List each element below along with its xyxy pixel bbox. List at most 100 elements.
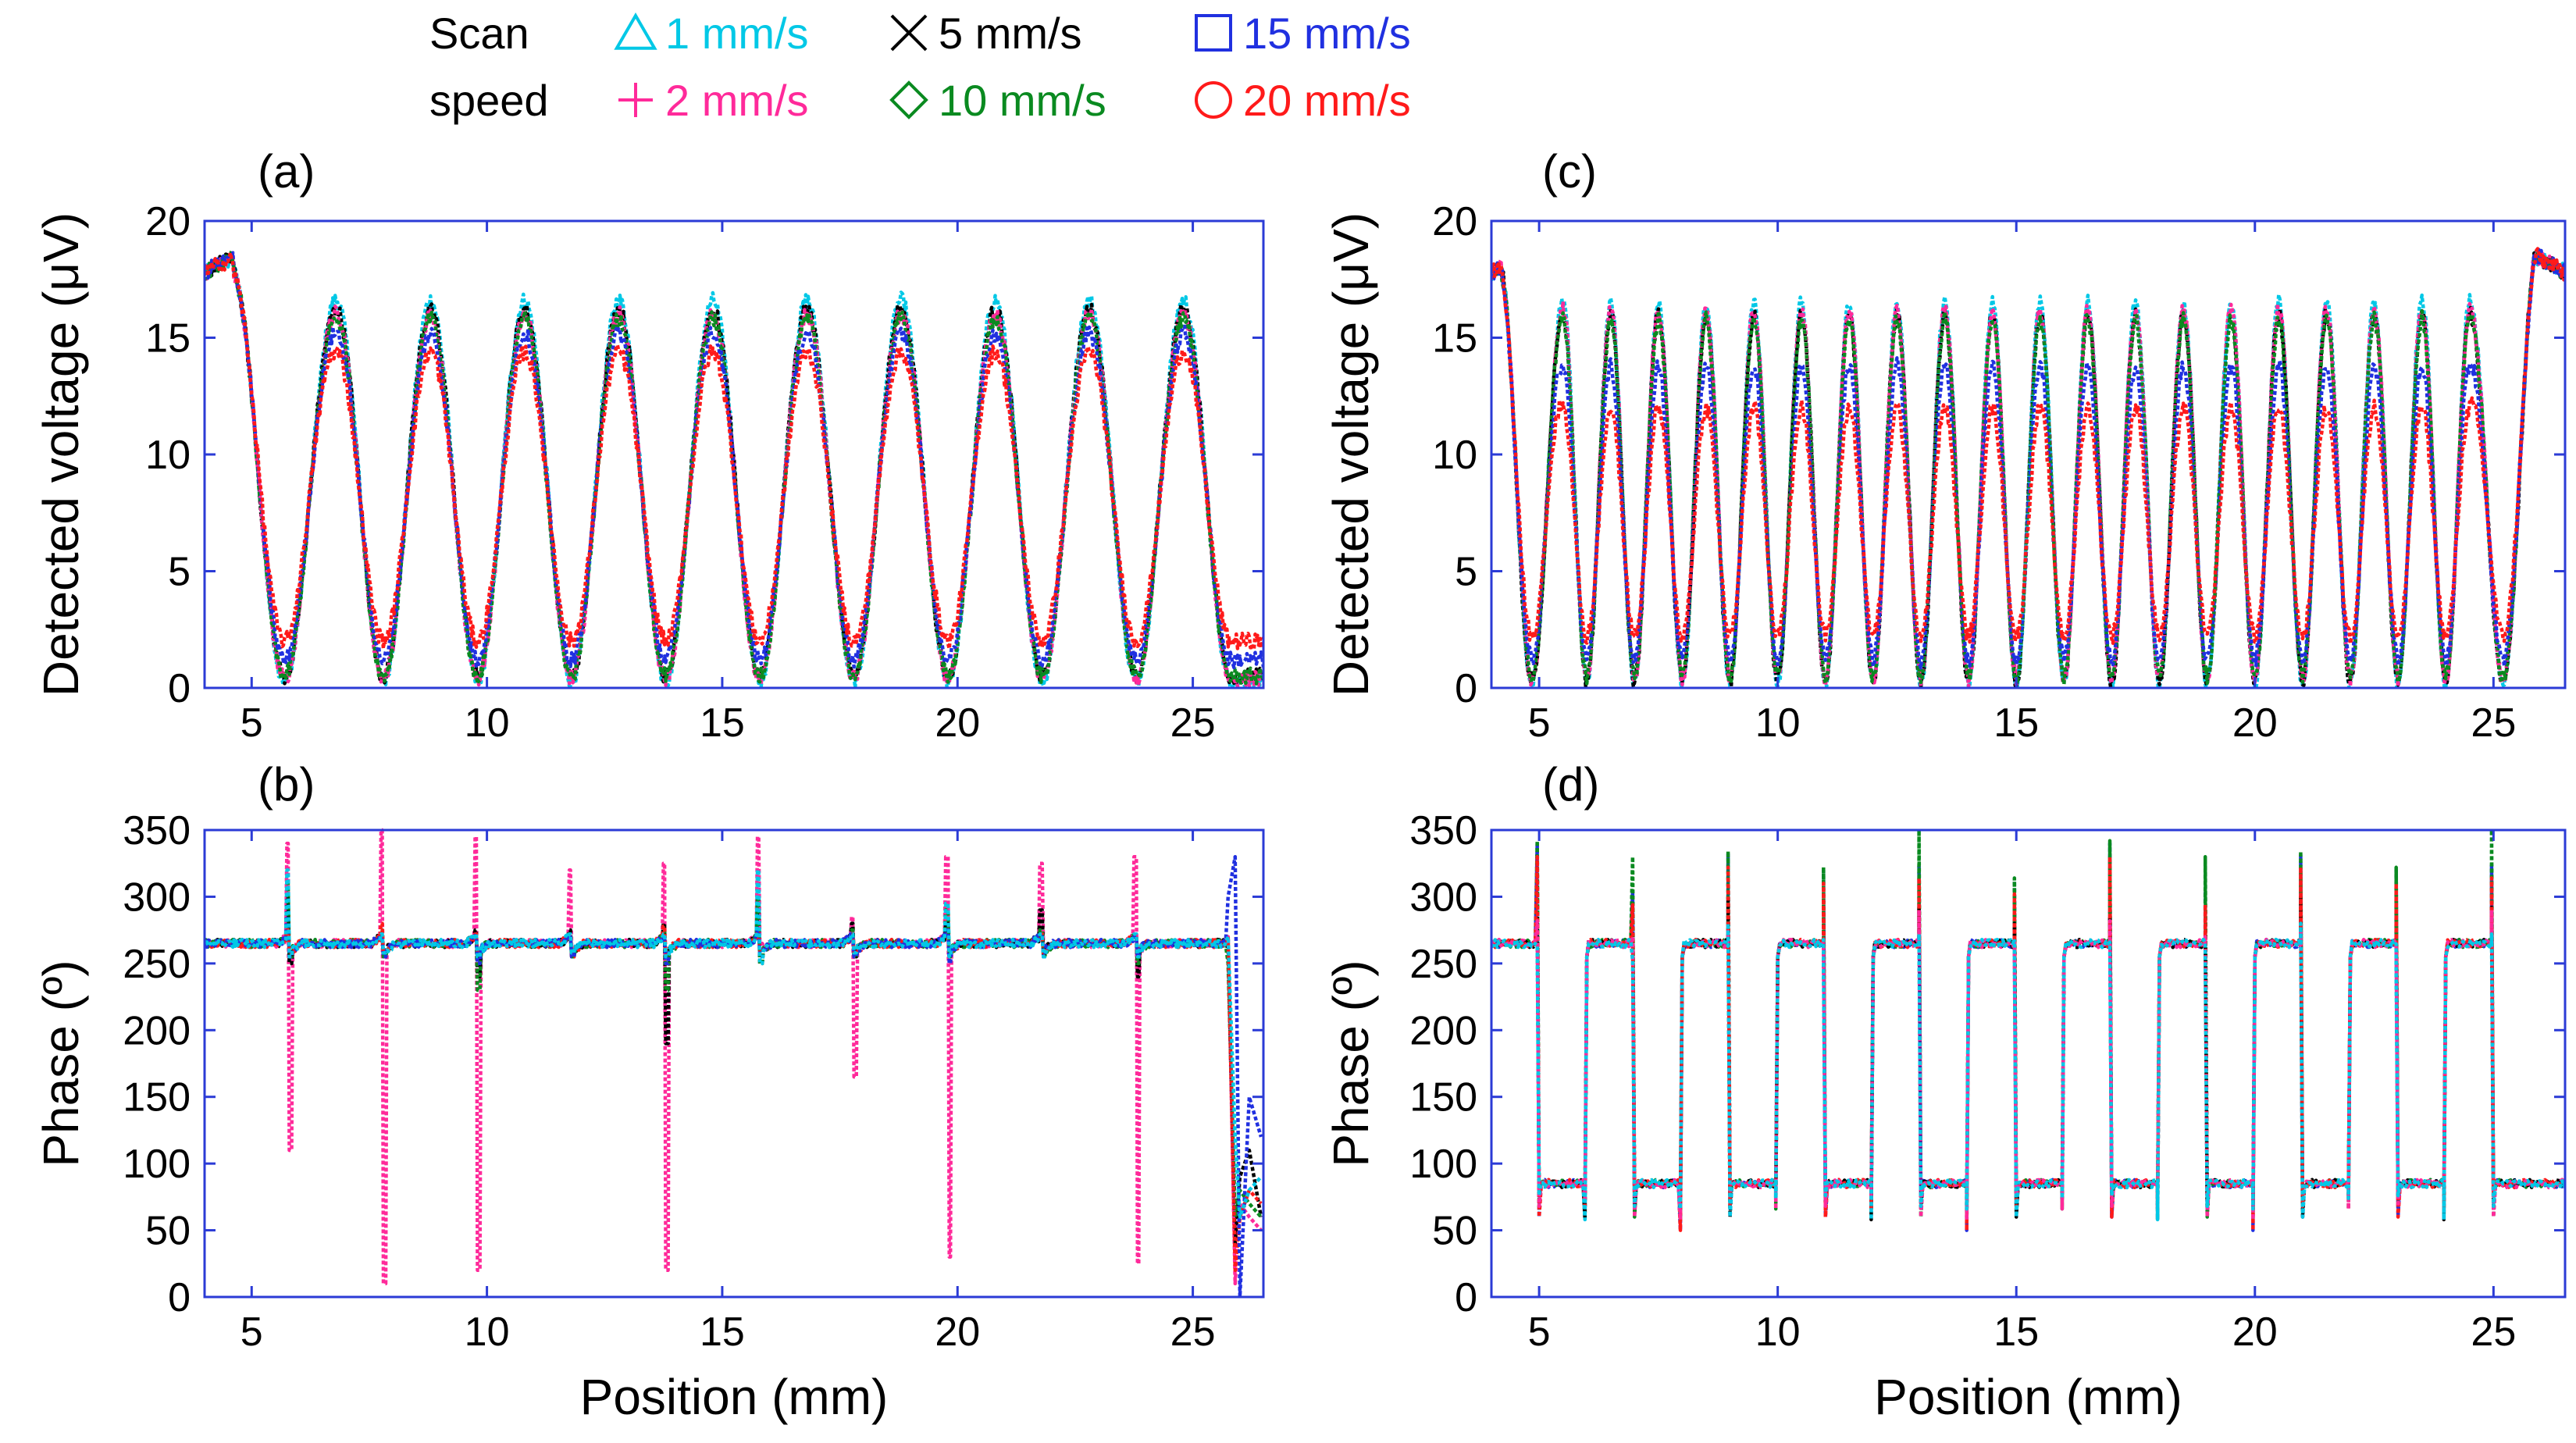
series-line xyxy=(205,895,1263,1245)
y-tick-label: 0 xyxy=(1455,1275,1477,1320)
panel-label: (d) xyxy=(1542,758,1599,811)
x-tick-label: 10 xyxy=(465,700,510,746)
series-line xyxy=(205,251,1263,686)
y-tick-label: 10 xyxy=(145,433,191,478)
series-line xyxy=(205,882,1263,1219)
legend-entry: 10 mm/s xyxy=(889,76,1106,125)
legend-label: 5 mm/s xyxy=(939,9,1082,58)
y-tick-label: 250 xyxy=(1409,942,1477,987)
x-tick-label: 5 xyxy=(1528,1309,1551,1355)
series-group xyxy=(205,251,1263,688)
series-line xyxy=(1491,247,2565,646)
x-tick-label: 10 xyxy=(1755,1309,1801,1355)
legend-entry: 1 mm/s xyxy=(614,9,809,58)
square-icon xyxy=(1195,14,1232,52)
chart-panel: 5 10 15 20 25 0 5 10 15 20 (c) Detected voltage (μV… xyxy=(1323,145,2567,746)
x-tick-label: 20 xyxy=(935,1309,980,1355)
y-tick-label: 100 xyxy=(123,1142,191,1187)
x-tick-label: 25 xyxy=(1170,700,1216,746)
x-tick-label: 5 xyxy=(1528,700,1551,746)
legend-label: 20 mm/s xyxy=(1243,76,1411,125)
x-tick-label: 20 xyxy=(2232,1309,2278,1355)
x-tick-label: 20 xyxy=(2232,700,2278,746)
y-tick-label: 50 xyxy=(1432,1209,1477,1254)
x-axis-label: Position (mm) xyxy=(580,1369,889,1425)
x-tick-label: 15 xyxy=(1993,1309,2039,1355)
cross-icon xyxy=(890,14,928,52)
series-line xyxy=(1491,841,2565,1232)
x-tick-label: 15 xyxy=(700,700,745,746)
series-group xyxy=(1491,828,2565,1232)
legend: Scan speed 1 mm/s 5 mm/s 15 mm/s 2 mm/s 10 m… xyxy=(429,9,1411,125)
legend-label: 10 mm/s xyxy=(939,76,1106,125)
x-tick-label: 25 xyxy=(2471,1309,2516,1355)
series-line xyxy=(1491,854,2565,1232)
series-line xyxy=(205,921,1263,1273)
legend-entry: 15 mm/s xyxy=(1195,9,1411,58)
legend-entry: 20 mm/s xyxy=(1195,76,1411,125)
y-tick-label: 15 xyxy=(145,316,191,362)
y-axis-label: Detected voltage (μV) xyxy=(33,212,89,697)
x-tick-label: 10 xyxy=(465,1309,510,1355)
y-tick-label: 200 xyxy=(1409,1008,1477,1053)
x-tick-label: 5 xyxy=(240,1309,263,1355)
series-line xyxy=(205,854,1263,1297)
y-tick-label: 150 xyxy=(123,1075,191,1121)
legend-entry: 5 mm/s xyxy=(890,9,1082,58)
x-tick-label: 5 xyxy=(240,700,263,746)
diamond-icon xyxy=(889,80,928,119)
y-tick-label: 0 xyxy=(1455,666,1477,711)
y-tick-label: 200 xyxy=(123,1008,191,1053)
series-line xyxy=(1491,908,2565,1222)
series-line xyxy=(1491,828,2565,1222)
triangle-icon xyxy=(614,12,657,50)
y-tick-label: 5 xyxy=(168,550,191,595)
y-tick-label: 0 xyxy=(168,666,191,711)
y-tick-label: 250 xyxy=(123,942,191,987)
panel-label: (c) xyxy=(1542,145,1597,198)
series-line xyxy=(1491,895,2565,1222)
x-tick-label: 20 xyxy=(935,700,980,746)
legend-label: 2 mm/s xyxy=(665,76,809,125)
y-axis-label: Phase (º) xyxy=(33,960,89,1167)
x-tick-label: 15 xyxy=(700,1309,745,1355)
y-tick-label: 350 xyxy=(123,808,191,853)
legend-label: 1 mm/s xyxy=(665,9,809,58)
series-group xyxy=(205,828,1263,1297)
panel-label: (b) xyxy=(258,758,315,811)
x-tick-label: 15 xyxy=(1993,700,2039,746)
y-tick-label: 20 xyxy=(145,199,191,244)
y-tick-label: 5 xyxy=(1455,550,1477,595)
y-axis-label: Detected voltage (μV) xyxy=(1323,212,1379,697)
y-tick-label: 15 xyxy=(1432,316,1477,362)
chart-panel: 5 10 15 20 25 0 5 10 15 20 (a) Detected voltage (μV… xyxy=(33,145,1265,746)
plot-frame xyxy=(203,828,1265,1299)
y-axis-label: Phase (º) xyxy=(1323,960,1379,1167)
series-group xyxy=(1491,247,2565,688)
y-tick-label: 50 xyxy=(145,1209,191,1254)
y-tick-label: 300 xyxy=(1409,875,1477,920)
y-tick-label: 20 xyxy=(1432,199,1477,244)
circle-icon xyxy=(1195,81,1232,119)
plot-frame xyxy=(1490,828,2567,1299)
x-tick-label: 25 xyxy=(2471,700,2516,746)
y-tick-label: 350 xyxy=(1409,808,1477,853)
plus-icon xyxy=(618,83,653,117)
y-tick-label: 0 xyxy=(168,1275,191,1320)
legend-entries: 1 mm/s 5 mm/s 15 mm/s 2 mm/s 10 mm/s 20 mm/s xyxy=(614,9,1411,125)
series-line xyxy=(205,251,1263,651)
legend-title-line1: Scan xyxy=(429,9,529,58)
legend-entry: 2 mm/s xyxy=(618,76,809,125)
legend-title-line2: speed xyxy=(429,76,549,125)
x-axis-label: Position (mm) xyxy=(1874,1369,2182,1425)
y-tick-label: 10 xyxy=(1432,433,1477,478)
y-tick-label: 100 xyxy=(1409,1142,1477,1187)
series-line xyxy=(205,868,1263,1219)
panel-label: (a) xyxy=(258,145,315,198)
x-tick-label: 10 xyxy=(1755,700,1801,746)
y-tick-label: 300 xyxy=(123,875,191,920)
